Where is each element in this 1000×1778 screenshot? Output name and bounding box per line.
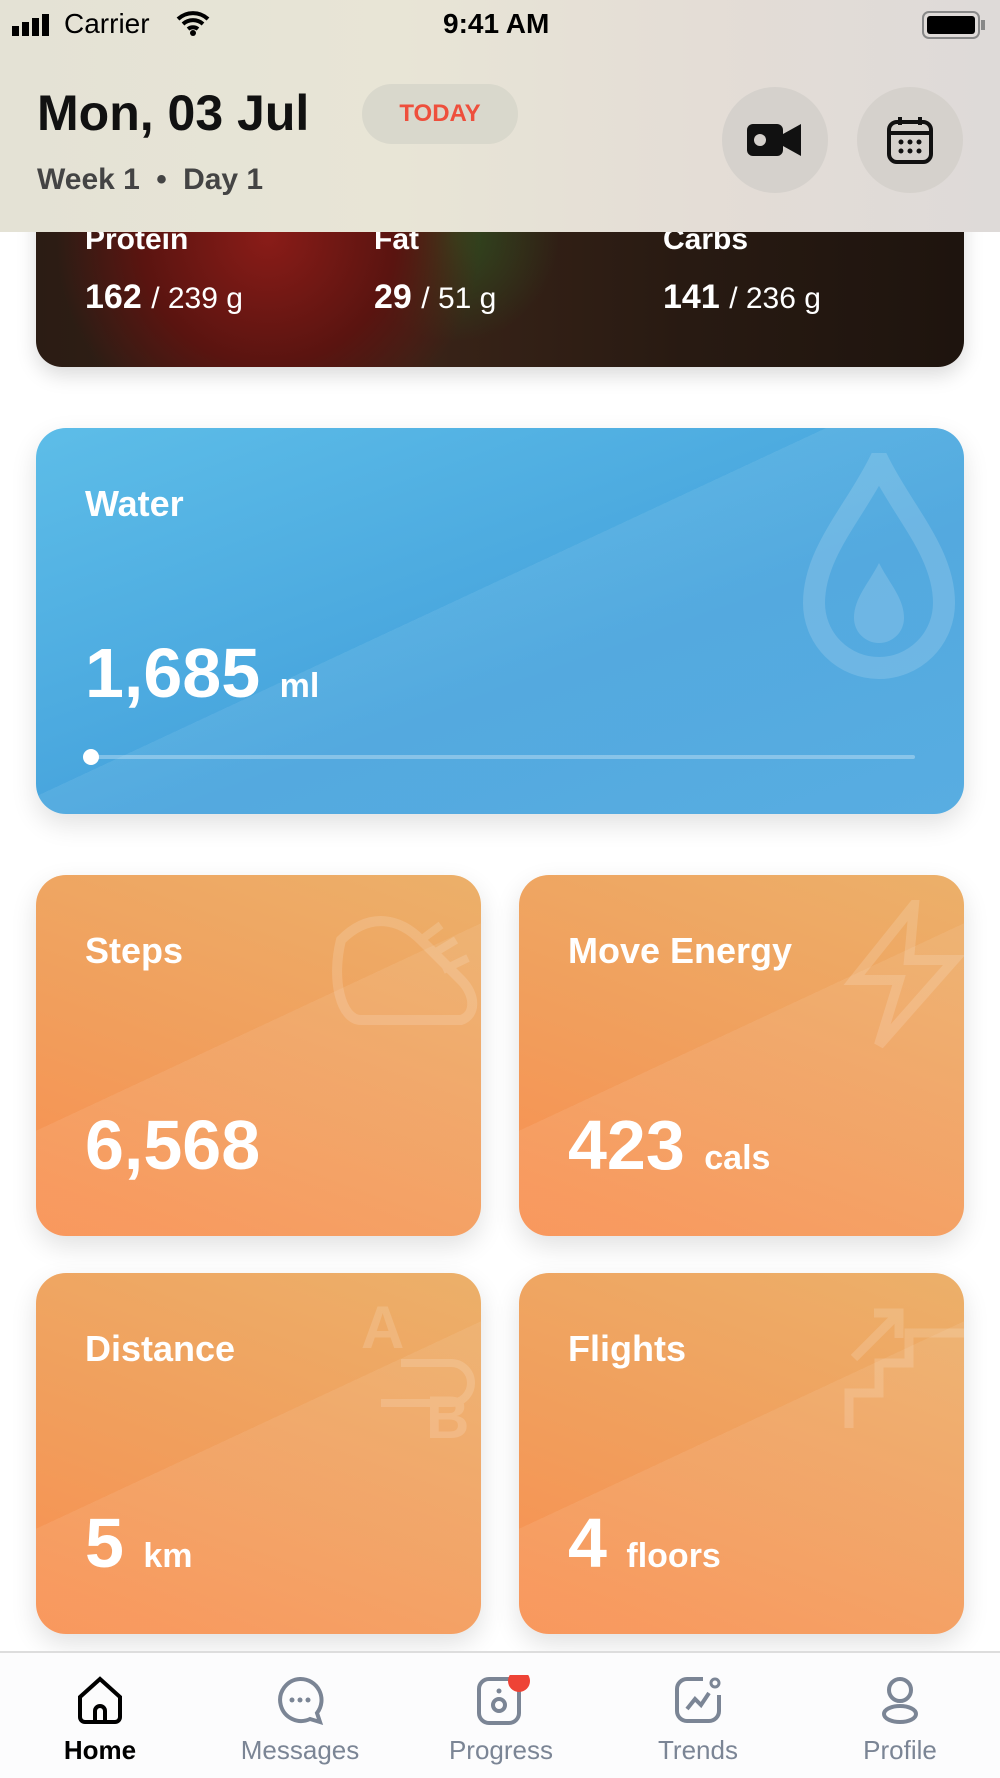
card-sheen	[36, 1273, 481, 1634]
tab-progress[interactable]: Progress	[421, 1675, 581, 1766]
person-icon	[882, 1677, 918, 1724]
video-button[interactable]	[722, 87, 828, 193]
tab-label: Progress	[448, 1735, 554, 1765]
calendar-button[interactable]	[857, 87, 963, 193]
water-amount: 1,685	[85, 634, 261, 712]
macro-value: 162 / 239 g	[85, 278, 243, 317]
distance-title: Distance	[85, 1328, 236, 1369]
move-energy-value: 423 cals	[568, 1105, 770, 1185]
signal-icon	[12, 14, 49, 36]
water-progress-track[interactable]	[83, 749, 915, 765]
week-day-label: Week 1 • Day 1	[37, 163, 263, 197]
macro-target: / 236 g	[729, 282, 821, 315]
tab-home[interactable]: Home	[20, 1675, 180, 1766]
video-camera-icon	[747, 124, 801, 156]
tab-label: Messages	[240, 1735, 360, 1765]
macro-current: 29	[374, 278, 412, 316]
card-sheen	[519, 1273, 964, 1634]
battery-icon	[922, 11, 985, 39]
tab-trends[interactable]: Trends	[618, 1675, 778, 1766]
macro-value: 141 / 236 g	[663, 278, 821, 317]
trends-chart-icon	[675, 1677, 721, 1723]
home-icon	[78, 1676, 122, 1724]
distance-value: 5 km	[85, 1503, 193, 1583]
flights-unit: floors	[626, 1537, 721, 1575]
tab-profile[interactable]: Profile	[820, 1675, 980, 1766]
flights-value: 4 floors	[568, 1503, 721, 1583]
calendar-icon	[887, 117, 933, 164]
status-bar: Carrier 9:41 AM	[0, 0, 1000, 50]
water-progress-knob[interactable]	[83, 749, 99, 765]
macro-target: / 239 g	[151, 282, 243, 315]
card-sheen	[519, 875, 964, 1236]
day-label: Day 1	[183, 163, 264, 196]
flights-title: Flights	[568, 1328, 686, 1369]
move-energy-title: Move Energy	[568, 930, 793, 971]
card-sheen	[36, 875, 481, 1236]
steps-value: 6,568	[85, 1106, 261, 1184]
move-energy-card[interactable]: Move Energy 423 cals	[519, 875, 964, 1236]
stairs-icon	[844, 1308, 964, 1428]
tab-bar: Home Messages Progress Trends Profile	[0, 1651, 1000, 1778]
week-label: Week 1	[37, 163, 140, 196]
route-a-b-icon: AB	[361, 1294, 475, 1443]
water-drop-icon	[802, 453, 956, 679]
macro-current: 162	[85, 278, 142, 316]
lightning-icon	[843, 900, 964, 1049]
steps-card[interactable]: Steps 6,568	[36, 875, 481, 1236]
water-unit: ml	[279, 667, 320, 705]
water-card[interactable]: Water 1,685 ml	[36, 428, 964, 814]
macro-current: 141	[663, 278, 720, 316]
separator: •	[156, 163, 167, 196]
water-value: 1,685 ml	[85, 633, 319, 713]
card-sheen	[36, 428, 964, 814]
wifi-icon	[176, 11, 210, 36]
flights-card[interactable]: Flights 4 floors	[519, 1273, 964, 1634]
clock: 9:41 AM	[443, 8, 550, 39]
move-energy-unit: cals	[704, 1139, 771, 1177]
distance-amount: 5	[85, 1504, 124, 1582]
steps-title: Steps	[85, 930, 184, 971]
tab-label: Home	[63, 1735, 137, 1765]
carrier: Carrier	[64, 8, 150, 39]
tab-label: Profile	[863, 1735, 937, 1765]
chat-bubble-icon	[278, 1676, 324, 1725]
distance-unit: km	[143, 1537, 193, 1575]
svg-text:A: A	[361, 1294, 404, 1361]
shoe-icon	[332, 916, 478, 1025]
tab-label: Trends	[658, 1735, 738, 1765]
svg-text:B: B	[426, 1384, 469, 1443]
progress-camera-icon	[477, 1675, 530, 1725]
flights-amount: 4	[568, 1504, 607, 1582]
water-title: Water	[85, 483, 184, 524]
move-energy-amount: 423	[568, 1106, 685, 1184]
header: Mon, 03 Jul TODAY Week 1 • Day 1	[0, 0, 1000, 232]
macro-target: / 51 g	[421, 282, 497, 315]
macro-value: 29 / 51 g	[374, 278, 496, 317]
page-title: Mon, 03 Jul	[37, 85, 310, 141]
notification-badge	[508, 1675, 530, 1692]
today-badge[interactable]: TODAY	[362, 84, 518, 144]
tab-messages[interactable]: Messages	[220, 1675, 380, 1766]
